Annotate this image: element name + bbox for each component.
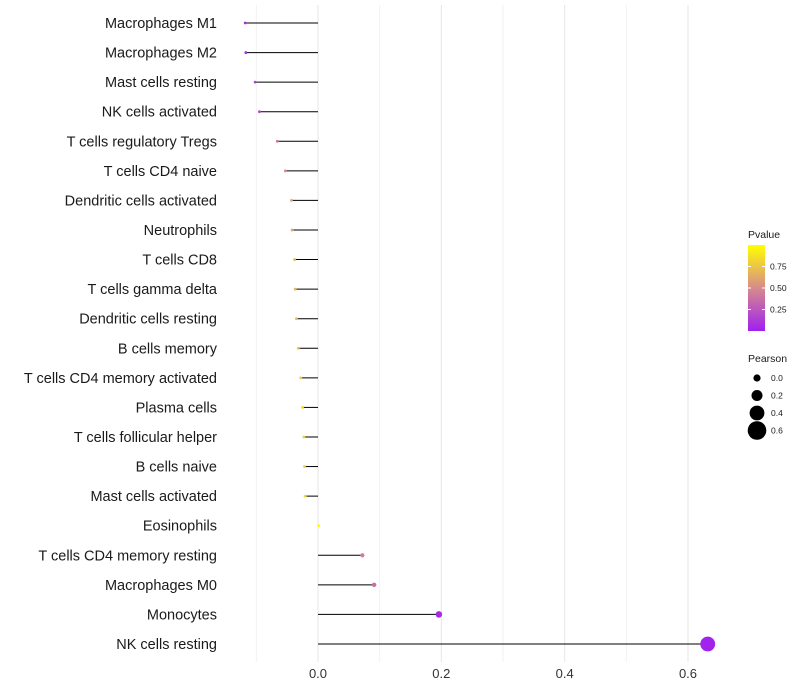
size-legend-label: 0.6 — [771, 426, 783, 436]
colorbar — [748, 245, 765, 331]
stems — [245, 22, 708, 645]
data-point — [295, 317, 298, 321]
colorbar-tick-label: 0.75 — [770, 262, 787, 272]
data-point — [258, 110, 261, 114]
category-label: NK cells activated — [102, 105, 217, 121]
x-tick-label: 0.2 — [432, 666, 450, 681]
data-point — [317, 524, 321, 528]
size-legend-dot — [749, 405, 765, 421]
size-legend-label: 0.4 — [771, 408, 783, 418]
x-tick-label: 0.6 — [679, 666, 697, 681]
colorbar-tick-label: 0.50 — [770, 283, 787, 293]
x-tick-label: 0.0 — [309, 666, 327, 681]
data-point — [303, 494, 307, 498]
data-point — [435, 611, 443, 618]
data-point — [296, 346, 300, 350]
category-label: Plasma cells — [136, 400, 217, 416]
category-label: B cells memory — [118, 341, 218, 357]
category-label: T cells follicular helper — [74, 430, 217, 446]
data-point — [290, 199, 293, 202]
category-label: Mast cells activated — [90, 489, 217, 505]
category-label: T cells CD4 memory resting — [38, 548, 217, 564]
data-point — [243, 21, 247, 25]
data-point — [301, 406, 304, 409]
data-point — [299, 376, 303, 380]
category-label: T cells regulatory Tregs — [67, 134, 217, 150]
data-point — [293, 287, 297, 291]
data-point — [302, 435, 306, 439]
x-axis-ticks: 0.0 0.2 0.4 0.6 — [309, 666, 697, 681]
category-label: T cells CD4 memory activated — [24, 371, 217, 387]
category-label: Mast cells resting — [105, 75, 217, 91]
category-label: T cells gamma delta — [88, 282, 218, 298]
size-legend-dot — [747, 421, 767, 440]
category-labels: Macrophages M1 Macrophages M2 Mast cells r… — [24, 16, 218, 653]
colorbar-tick-label: 0.25 — [770, 305, 787, 315]
size-legend-dot — [753, 374, 761, 382]
data-point — [244, 51, 248, 54]
category-label: NK cells resting — [116, 637, 217, 653]
category-label: Eosinophils — [143, 519, 217, 535]
data-point — [275, 139, 279, 143]
size-legend-title: Pearson — [748, 353, 787, 365]
category-label: Dendritic cells resting — [79, 312, 217, 328]
category-label: Monocytes — [147, 607, 217, 623]
data-point — [293, 258, 296, 261]
category-label: T cells CD4 naive — [104, 164, 217, 180]
size-legend-dot — [751, 390, 763, 401]
color-legend-title: Pvalue — [748, 229, 780, 241]
data-point — [700, 636, 716, 652]
data-point — [360, 553, 365, 558]
data-point — [283, 169, 287, 173]
category-label: Dendritic cells activated — [65, 193, 217, 209]
x-tick-label: 0.4 — [556, 666, 574, 681]
size-legend-label: 0.0 — [771, 373, 783, 383]
data-point — [371, 582, 377, 588]
data-point — [290, 228, 294, 232]
data-point — [303, 465, 306, 468]
category-label: Macrophages M2 — [105, 46, 217, 62]
size-legend-label: 0.2 — [771, 391, 783, 401]
category-label: Neutrophils — [144, 223, 217, 239]
category-label: Macrophages M0 — [105, 578, 217, 594]
category-label: Macrophages M1 — [105, 16, 217, 32]
category-label: B cells naive — [136, 460, 217, 476]
data-point — [253, 80, 257, 84]
grid — [255, 5, 689, 662]
size-legend-items: 0.0 0.2 0.4 0.6 — [747, 373, 783, 440]
legend: Pvalue 0.25 0.50 0.75 Pearson 0.0 0.2 0.4 0.6 — [747, 229, 787, 440]
points — [243, 21, 716, 652]
colorbar-ticks: 0.25 0.50 0.75 — [748, 262, 787, 315]
category-label: T cells CD8 — [142, 253, 217, 269]
